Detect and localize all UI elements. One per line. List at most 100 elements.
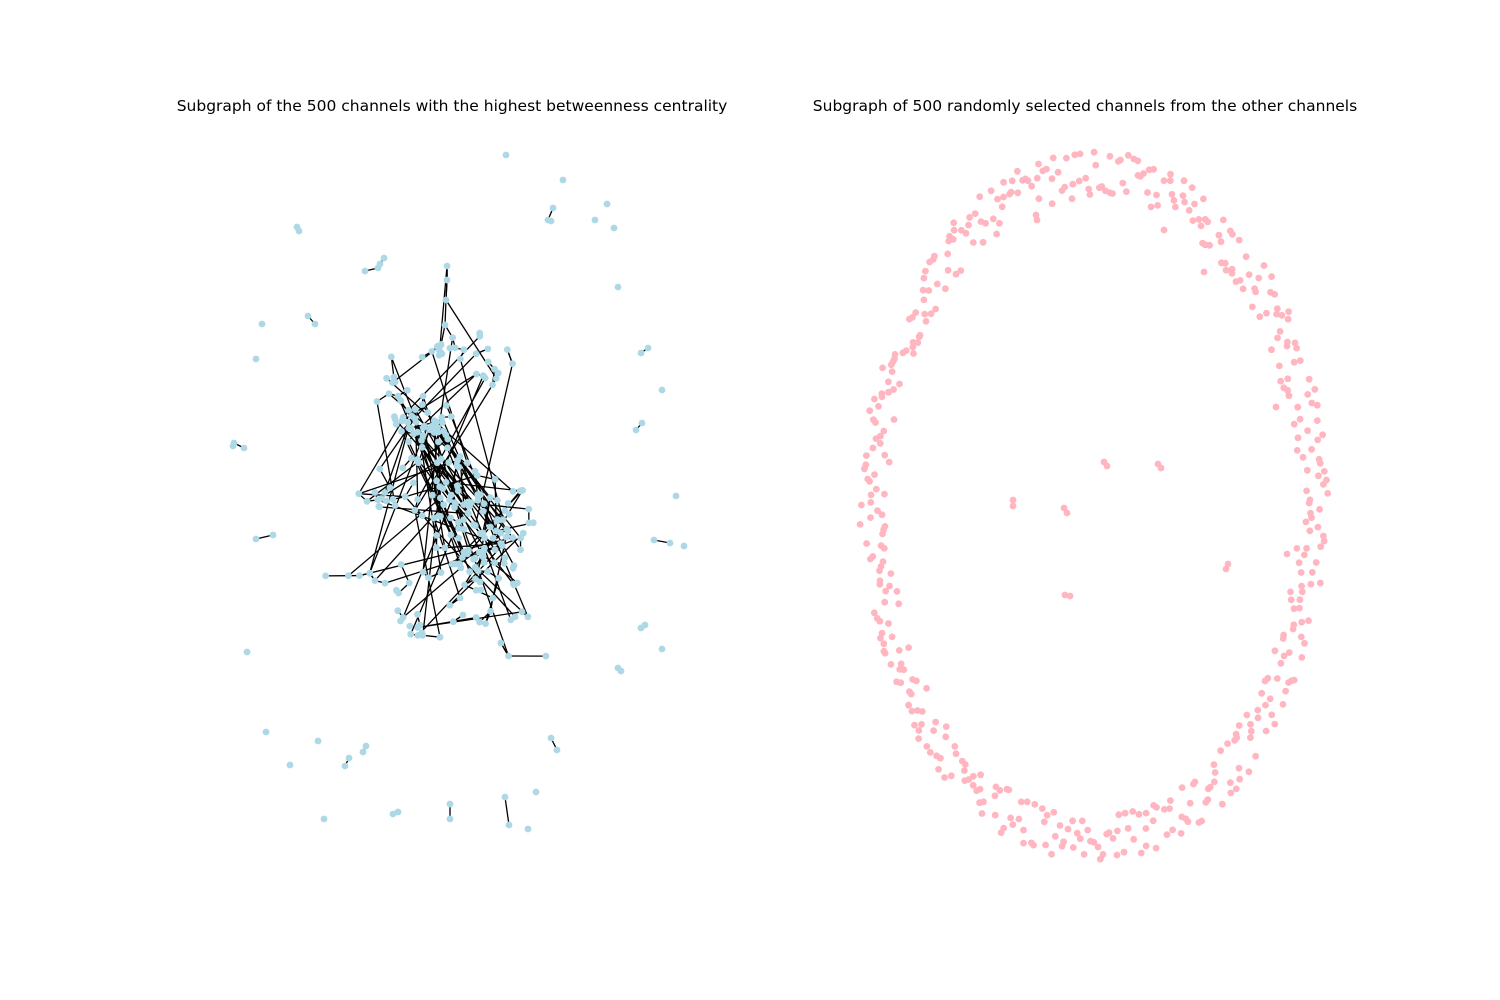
graph-node	[341, 762, 349, 770]
graph-node	[871, 395, 878, 403]
graph-node	[510, 581, 518, 589]
graph-edge	[417, 377, 486, 500]
graph-node	[505, 510, 513, 518]
graph-node	[419, 401, 426, 408]
graph-node	[1043, 165, 1050, 173]
graph-node	[1119, 179, 1127, 187]
graph-edge	[402, 567, 462, 618]
graph-node	[1121, 809, 1129, 817]
graph-node	[286, 761, 294, 769]
graph-node	[895, 600, 903, 608]
graph-node	[454, 487, 462, 495]
graph-node	[638, 419, 646, 427]
graph-node	[1289, 625, 1297, 633]
graph-node	[1295, 559, 1303, 567]
graph-node	[976, 799, 983, 807]
graph-node	[542, 652, 550, 660]
graph-node	[503, 346, 511, 353]
graph-node	[1172, 203, 1179, 211]
graph-node	[1096, 855, 1104, 863]
graph-edge	[369, 415, 413, 574]
graph-node	[1287, 596, 1295, 604]
graph-node	[1301, 639, 1308, 647]
graph-edge	[414, 384, 494, 511]
graph-edge	[474, 566, 529, 618]
graph-node	[1308, 445, 1315, 453]
graph-node	[949, 235, 957, 243]
graph-node	[397, 561, 405, 568]
graph-node	[1147, 203, 1155, 211]
graph-node	[996, 219, 1003, 227]
graph-node	[437, 569, 445, 576]
graph-node	[1188, 184, 1196, 192]
graph-node	[433, 418, 440, 426]
graph-node	[666, 539, 674, 547]
graph-node	[398, 428, 405, 435]
graph-node	[399, 413, 407, 421]
graph-edge	[417, 545, 503, 636]
graph-node	[356, 572, 363, 579]
graph-node	[441, 321, 449, 329]
graph-node	[383, 374, 390, 382]
graph-node	[1235, 764, 1243, 772]
graph-node	[1103, 462, 1111, 470]
graph-node	[644, 344, 652, 352]
graph-node	[1071, 151, 1079, 159]
graph-node	[1215, 231, 1223, 239]
graph-node	[1003, 785, 1011, 793]
graph-node	[1069, 180, 1077, 188]
graph-edge	[386, 377, 514, 492]
graph-node	[454, 482, 461, 490]
graph-node	[472, 614, 480, 621]
graph-node	[1278, 311, 1286, 319]
graph-node	[1181, 198, 1188, 206]
graph-node	[933, 280, 941, 288]
graph-node	[491, 476, 499, 483]
graph-node	[443, 276, 451, 284]
graph-node	[1313, 401, 1321, 409]
graph-node	[878, 390, 886, 398]
graph-node	[1297, 569, 1305, 576]
graph-node	[502, 533, 510, 541]
graph-node	[923, 684, 930, 692]
graph-node	[1317, 579, 1324, 587]
graph-node	[1271, 720, 1279, 728]
graph-node	[922, 267, 929, 275]
graph-node	[1296, 357, 1304, 364]
graph-node	[381, 489, 389, 496]
graph-node	[1170, 196, 1178, 204]
graph-node	[1163, 831, 1171, 838]
graph-edge	[366, 438, 449, 502]
graph-node	[909, 314, 916, 321]
graph-node	[935, 765, 942, 773]
graph-node	[438, 414, 446, 421]
graph-node	[1076, 150, 1084, 158]
graph-node	[435, 438, 442, 446]
graph-node	[486, 494, 494, 501]
graph-node	[497, 639, 505, 647]
graph-node	[1298, 654, 1306, 661]
graph-node	[375, 503, 383, 510]
graph-node	[1020, 826, 1027, 834]
graph-node	[1262, 701, 1269, 709]
graph-node	[1040, 818, 1048, 826]
graph-node	[405, 438, 413, 446]
graph-node	[1273, 675, 1281, 682]
graph-node	[979, 238, 987, 246]
graph-node	[1124, 824, 1132, 832]
graph-edge	[417, 611, 523, 629]
graph-node	[637, 349, 645, 357]
graph-node	[914, 339, 922, 347]
graph-node	[476, 618, 484, 626]
graph-node	[1114, 827, 1121, 835]
graph-node	[425, 574, 432, 581]
graph-node	[559, 176, 567, 184]
graph-node	[455, 525, 463, 532]
graph-node	[252, 355, 260, 363]
graph-node	[1247, 727, 1255, 735]
right-graph-edges	[1012, 461, 1229, 597]
graph-node	[1320, 537, 1328, 545]
graph-node	[1296, 596, 1304, 604]
graph-node	[1302, 518, 1310, 526]
graph-node	[893, 588, 901, 595]
